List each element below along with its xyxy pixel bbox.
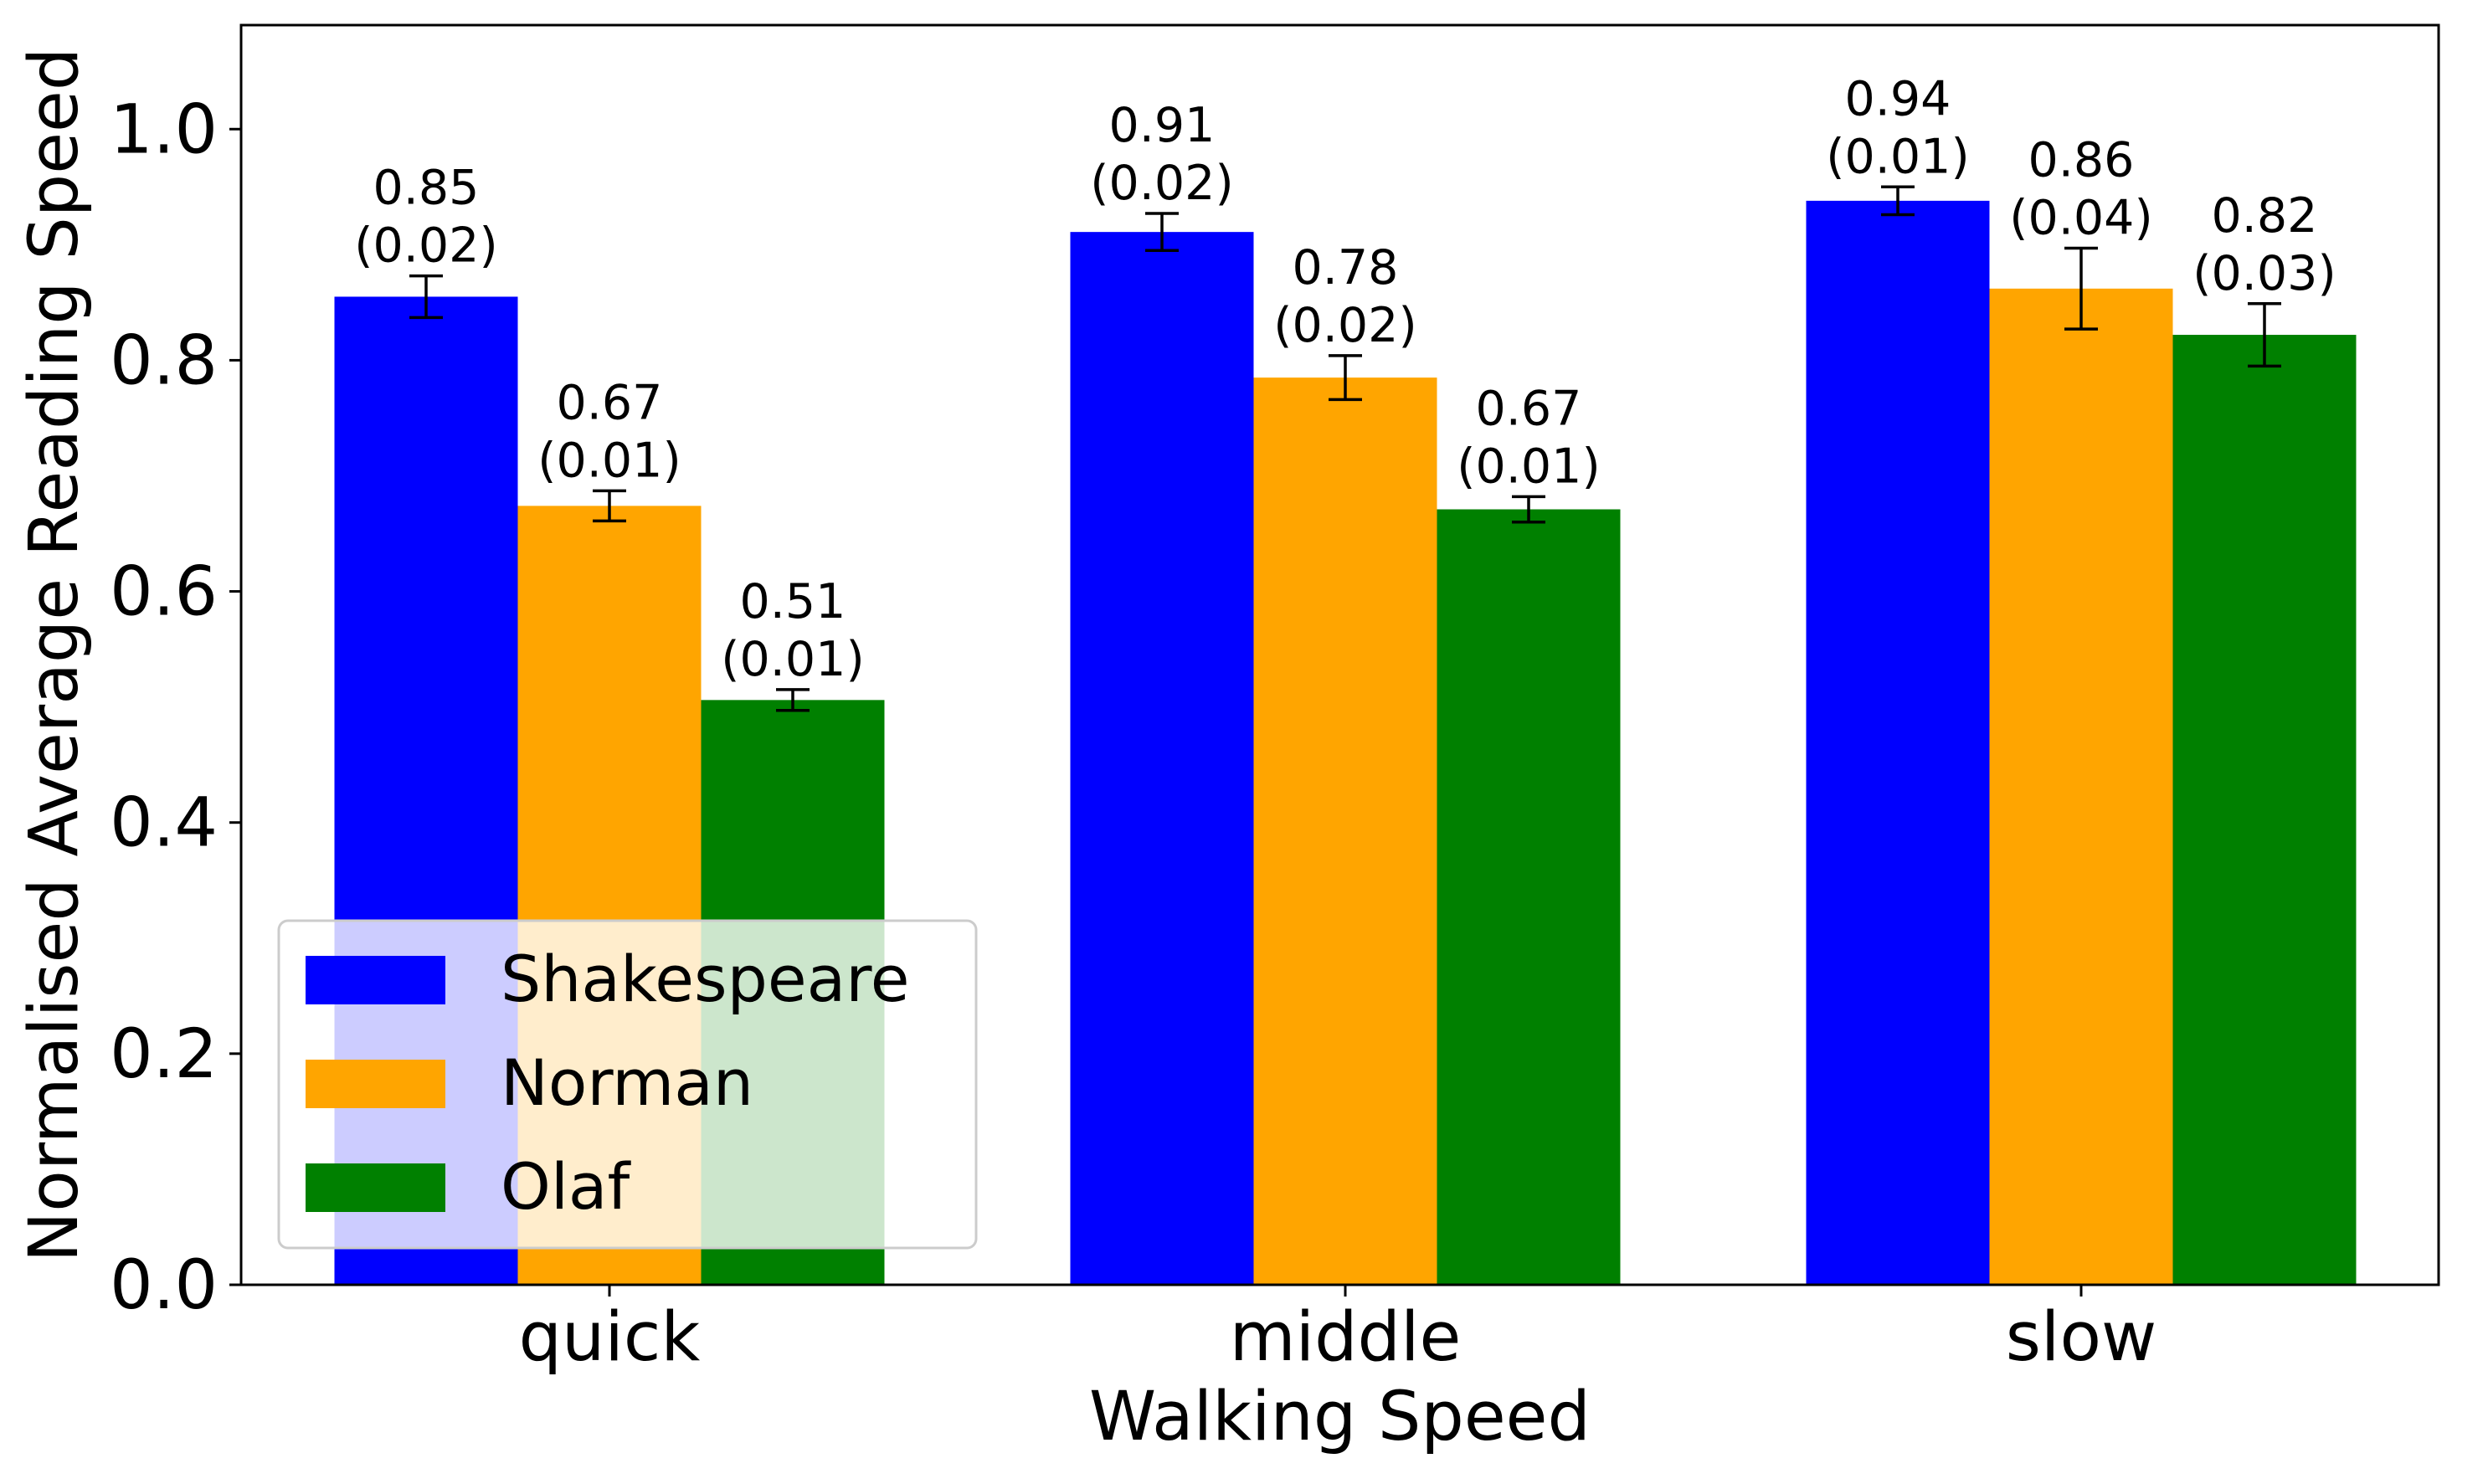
data-label-value: 0.67 — [557, 375, 663, 430]
error-bar-olaf-slow — [2248, 302, 2281, 368]
y-tick-label: 0.0 — [110, 1246, 218, 1325]
data-label-value: 0.91 — [1109, 98, 1216, 153]
y-tick-label: 0.6 — [110, 553, 218, 632]
data-label-value: 0.82 — [2212, 188, 2318, 244]
data-label-error: (0.01) — [537, 433, 681, 488]
axes: 0.0 0.2 0.4 0.6 0.8 1.0 quick middle slow — [110, 23, 2440, 1377]
legend-label-olaf: Olaf — [501, 1149, 632, 1224]
legend: Shakespeare Norman Olaf — [277, 919, 978, 1250]
error-bar-shakespeare-slow — [1881, 185, 1915, 217]
data-label-value: 0.51 — [740, 574, 846, 629]
x-axis-title: Walking Speed — [1089, 1378, 1591, 1456]
bars-layer — [334, 200, 2357, 1286]
legend-swatch-olaf — [306, 1163, 445, 1212]
plot-frame — [239, 23, 2440, 1286]
error-bar-olaf-quick — [776, 688, 810, 712]
legend-swatch-shakespeare — [306, 956, 445, 1004]
legend-swatch-norman — [306, 1060, 445, 1108]
y-tick-label: 1.0 — [110, 90, 218, 169]
y-tick-label: 0.2 — [110, 1015, 218, 1094]
error-bars-layer — [409, 185, 2281, 712]
legend-label-shakespeare: Shakespeare — [501, 942, 910, 1016]
legend-frame — [277, 919, 978, 1250]
y-tick-label: 0.8 — [110, 321, 218, 400]
data-label-value: 0.78 — [1293, 240, 1399, 295]
data-label-error: (0.02) — [1273, 298, 1416, 353]
data-label-error: (0.04) — [2009, 190, 2152, 245]
y-axis-title: Normalised Average Reading Speed — [15, 48, 94, 1263]
data-label-error: (0.02) — [1090, 156, 1233, 211]
error-bar-norman-quick — [593, 489, 626, 523]
error-bar-shakespeare-quick — [409, 274, 443, 320]
x-tick-label: middle — [1230, 1298, 1462, 1377]
bar-shakespeare-middle — [1070, 232, 1254, 1285]
error-bar-norman-slow — [2064, 246, 2098, 331]
bar-norman-middle — [1253, 377, 1437, 1286]
x-tick-label: quick — [519, 1298, 701, 1377]
data-label-error: (0.01) — [721, 632, 864, 687]
data-label-error: (0.01) — [1457, 439, 1600, 494]
data-label-value: 0.85 — [373, 161, 480, 216]
data-label-value: 0.86 — [2028, 132, 2135, 187]
error-bar-norman-middle — [1329, 354, 1362, 402]
bar-olaf-middle — [1437, 509, 1621, 1285]
data-label-value: 0.94 — [1845, 71, 1951, 126]
bar-norman-slow — [1989, 288, 2173, 1285]
legend-label-norman: Norman — [501, 1045, 753, 1120]
data-label-error: (0.03) — [2192, 246, 2336, 301]
error-bar-shakespeare-middle — [1145, 212, 1179, 252]
y-tick-label: 0.4 — [110, 784, 218, 863]
error-bar-olaf-middle — [1512, 495, 1545, 524]
data-label-error: (0.01) — [1826, 129, 1969, 184]
data-label-error: (0.02) — [354, 218, 497, 274]
bar-olaf-slow — [2172, 335, 2357, 1286]
bar-labels-layer: 0.85(0.02)0.67(0.01)0.51(0.01)0.91(0.02)… — [354, 71, 2336, 687]
x-tick-label: slow — [2006, 1298, 2157, 1377]
bar-shakespeare-slow — [1806, 200, 1990, 1285]
data-label-value: 0.67 — [1476, 381, 1582, 436]
